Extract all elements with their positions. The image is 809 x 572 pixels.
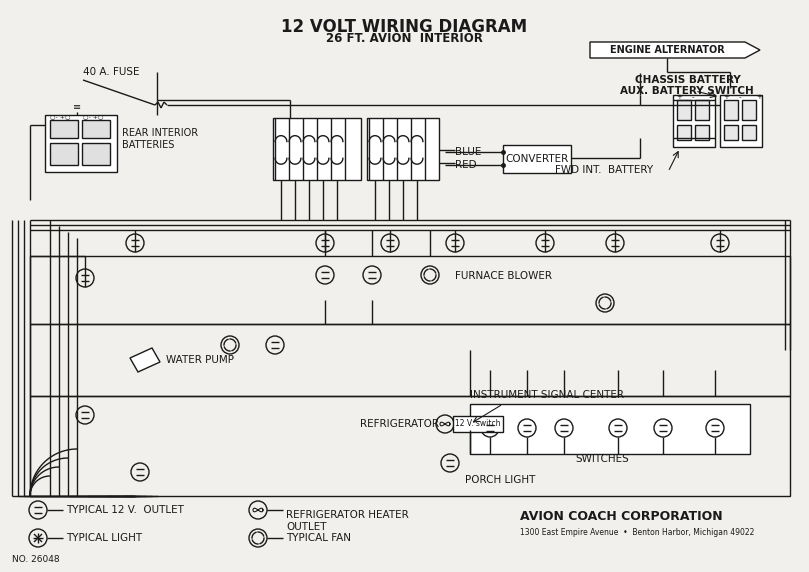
- Text: CONVERTER: CONVERTER: [506, 154, 569, 164]
- Bar: [45, 115, 117, 172]
- Text: INSTRUMENT SIGNAL CENTER: INSTRUMENT SIGNAL CENTER: [470, 390, 624, 400]
- Bar: [453, 416, 503, 432]
- Bar: [673, 95, 715, 147]
- Bar: [503, 145, 571, 173]
- Bar: [695, 100, 709, 120]
- Polygon shape: [590, 42, 760, 58]
- Text: REFRIGERATOR HEATER
OUTLET: REFRIGERATOR HEATER OUTLET: [286, 510, 409, 531]
- Text: 12 V. switch: 12 V. switch: [455, 419, 501, 428]
- Bar: [470, 404, 750, 454]
- Text: -: -: [692, 94, 694, 100]
- Bar: [742, 100, 756, 120]
- Text: +: +: [723, 94, 729, 100]
- Text: TYPICAL 12 V.  OUTLET: TYPICAL 12 V. OUTLET: [66, 505, 184, 515]
- Bar: [677, 125, 691, 140]
- Bar: [677, 100, 691, 120]
- Text: NO. 26048: NO. 26048: [12, 555, 60, 565]
- Bar: [82, 143, 110, 165]
- Bar: [30, 396, 790, 496]
- Text: REAR INTERIOR
BATTERIES: REAR INTERIOR BATTERIES: [122, 128, 198, 150]
- Text: +: +: [676, 94, 682, 100]
- Text: TYPICAL LIGHT: TYPICAL LIGHT: [66, 533, 142, 543]
- Bar: [273, 118, 361, 180]
- Bar: [724, 125, 738, 140]
- Text: FURNACE BLOWER: FURNACE BLOWER: [455, 271, 552, 281]
- Bar: [82, 120, 110, 138]
- Bar: [30, 324, 790, 396]
- Text: TYPICAL FAN: TYPICAL FAN: [286, 533, 351, 543]
- Text: WATER PUMP: WATER PUMP: [166, 355, 234, 365]
- Text: 26 FT. AVION  INTERIOR: 26 FT. AVION INTERIOR: [325, 32, 482, 45]
- Text: AUX. BATTERY SWITCH: AUX. BATTERY SWITCH: [620, 86, 754, 96]
- Bar: [50, 120, 78, 138]
- Bar: [50, 143, 78, 165]
- Text: +: +: [756, 94, 762, 100]
- Text: 12 VOLT WIRING DIAGRAM: 12 VOLT WIRING DIAGRAM: [281, 18, 527, 36]
- Text: ENGINE ALTERNATOR: ENGINE ALTERNATOR: [610, 45, 724, 55]
- Text: REFRIGERATOR: REFRIGERATOR: [360, 419, 439, 429]
- Text: BLUE: BLUE: [455, 147, 481, 157]
- Bar: [367, 118, 439, 180]
- Text: ○- +○: ○- +○: [50, 114, 70, 119]
- Text: CHASSIS BATTERY: CHASSIS BATTERY: [635, 75, 741, 85]
- Bar: [695, 125, 709, 140]
- Text: ≡: ≡: [73, 102, 81, 112]
- Text: ○- +○: ○- +○: [83, 114, 104, 119]
- Text: -: -: [739, 94, 742, 100]
- Bar: [724, 100, 738, 120]
- Bar: [742, 125, 756, 140]
- Bar: [30, 256, 790, 324]
- Text: PORCH LIGHT: PORCH LIGHT: [465, 475, 536, 485]
- Text: 40 A. FUSE: 40 A. FUSE: [83, 67, 139, 77]
- Text: 1300 East Empire Avenue  •  Benton Harbor, Michigan 49022: 1300 East Empire Avenue • Benton Harbor,…: [520, 528, 754, 537]
- Text: FWD INT.  BATTERY: FWD INT. BATTERY: [555, 165, 653, 175]
- Bar: [720, 95, 762, 147]
- Polygon shape: [130, 348, 160, 372]
- Text: RED: RED: [455, 160, 477, 170]
- Text: SWITCHES: SWITCHES: [575, 454, 629, 464]
- Text: AVION COACH CORPORATION: AVION COACH CORPORATION: [520, 510, 722, 523]
